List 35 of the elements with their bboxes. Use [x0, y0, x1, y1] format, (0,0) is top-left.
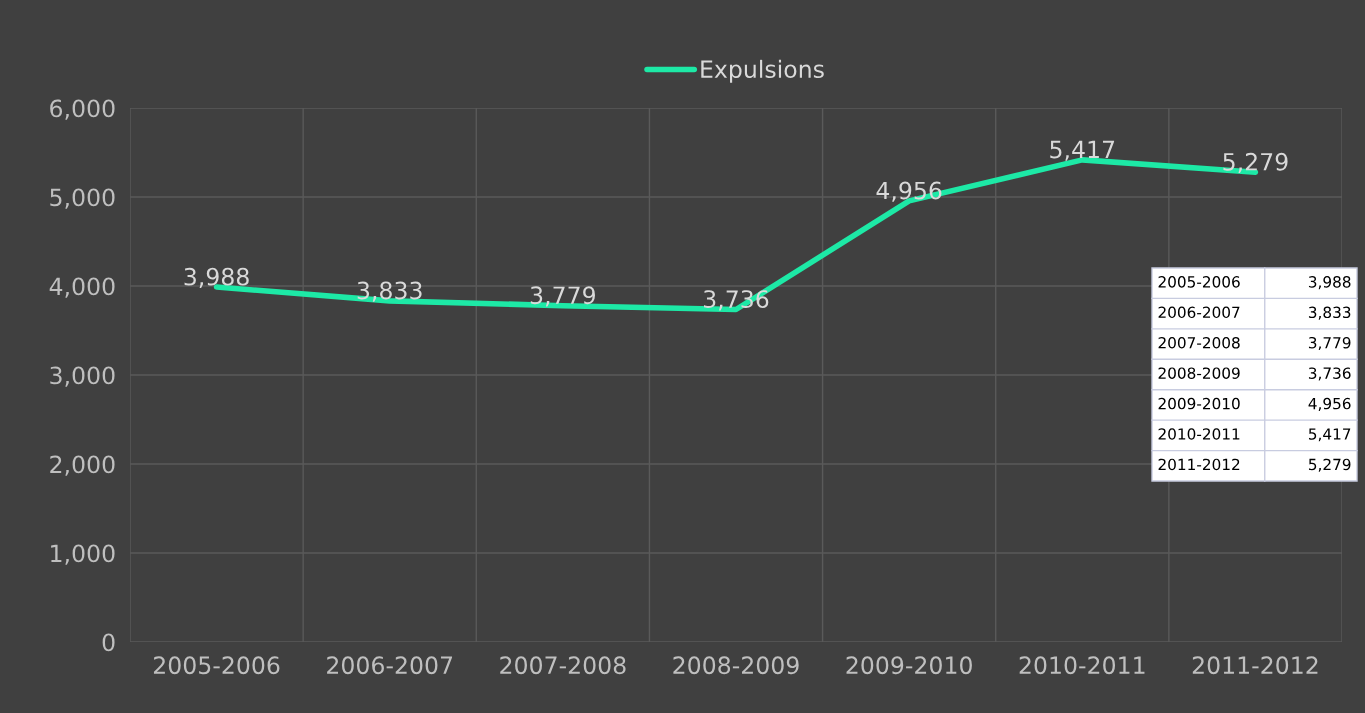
- y-tick-label: 5,000: [50, 188, 115, 209]
- y-tick-label: 4,000: [49, 277, 115, 298]
- data-label: 3,833: [357, 281, 422, 302]
- text: 3,833: [1308, 306, 1351, 320]
- y-tick-label: 2,000: [50, 455, 115, 476]
- text: 5,279: [1308, 458, 1351, 472]
- x-tick-label: 2006-2007: [327, 656, 453, 675]
- text: 3,988: [1308, 276, 1351, 290]
- text: 3,736: [1308, 367, 1351, 381]
- y-tick-label: 3,000: [50, 366, 115, 387]
- category-label: 2010-2011: [1158, 428, 1240, 440]
- text: 4,956: [1308, 397, 1351, 411]
- x-tick-label: 2007-2008: [500, 656, 626, 675]
- text: 5,417: [1308, 428, 1351, 442]
- category-label: 2011-2012: [1158, 458, 1240, 471]
- x-tick-label: 2008-2009: [673, 656, 799, 675]
- x-tick-label: 2010-2011: [1019, 656, 1145, 675]
- y-tick-label: 0: [102, 633, 115, 652]
- y-tick-label: 6,000: [50, 99, 115, 120]
- category-label: 2007-2008: [1158, 336, 1240, 349]
- data-label: 4,956: [876, 181, 942, 202]
- x-tick-label: 2005-2006: [153, 656, 280, 675]
- x-tick-label: 2011-2012: [1192, 656, 1318, 675]
- y-tick-label: 1,000: [51, 544, 115, 565]
- data-label: 5,279: [1223, 152, 1288, 174]
- x-tick-label: 2009-2010: [846, 656, 972, 675]
- category-label: 2006-2007: [1158, 306, 1240, 319]
- category-label: 2005-2006: [1158, 276, 1240, 288]
- category-label: 2008-2009: [1158, 367, 1240, 379]
- legend-label: Expulsions: [701, 59, 824, 83]
- text: 3,779: [1308, 336, 1351, 351]
- data-label: 5,417: [1050, 140, 1115, 161]
- data-label: 3,779: [530, 286, 595, 307]
- data-label: 3,988: [184, 267, 249, 288]
- category-label: 2009-2010: [1158, 397, 1240, 410]
